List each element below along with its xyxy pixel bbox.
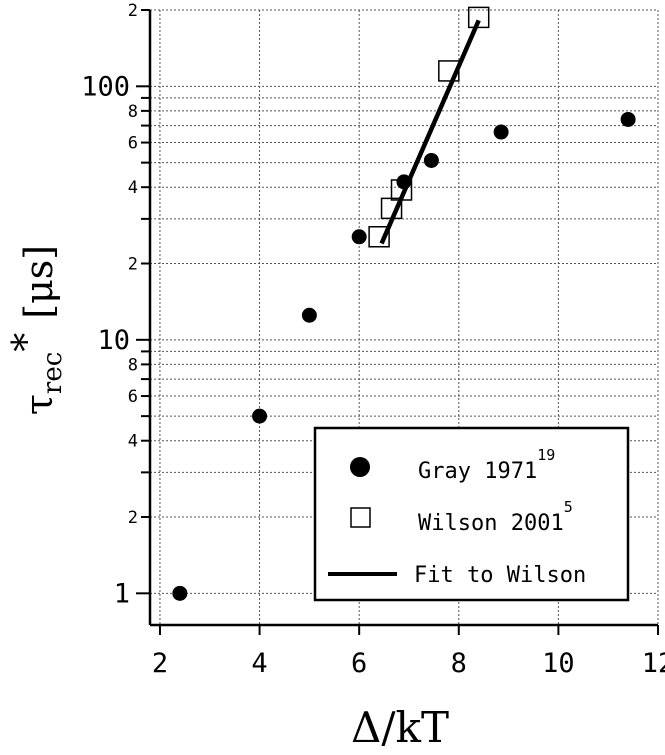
y-minor-tick-label: 8 (128, 102, 138, 122)
legend-label-wilson: Wilson 20015 (418, 498, 573, 536)
y-minor-tick-label: 6 (128, 387, 138, 407)
y-minor-tick-label: 6 (128, 134, 138, 154)
gray-point (620, 111, 636, 127)
gray-point (423, 152, 439, 168)
x-tick-label: 10 (542, 648, 575, 679)
y-minor-tick-label: 4 (128, 432, 138, 452)
legend-label-fit: Fit to Wilson (414, 563, 586, 588)
fit-line (379, 19, 481, 245)
y-minor-tick-label: 4 (128, 178, 138, 198)
x-tick-label: 2 (152, 648, 168, 679)
y-label-symbol: τ (17, 394, 61, 415)
legend-marker-wilson (350, 507, 371, 528)
y-major-tick-label: 100 (81, 71, 130, 102)
data-layer (172, 6, 636, 601)
x-tick-label: 6 (351, 648, 367, 679)
gray-point (252, 408, 268, 424)
y-major-tick-label: 10 (97, 325, 130, 356)
y-axis-label: τrec* [μs] (4, 245, 68, 415)
y-minor-tick-label: 2 (128, 1, 138, 21)
legend-marker-gray (350, 457, 370, 477)
wilson-point (467, 6, 490, 29)
y-minor-tick-label: 8 (128, 355, 138, 375)
legend-label-gray: Gray 197119 (418, 446, 555, 484)
gray-point (172, 585, 188, 601)
legend: Gray 197119 Wilson 20015 Fit to Wilson (313, 426, 630, 602)
svg-text:τrec*[μs]: τrec* [μs] (4, 245, 68, 415)
gray-point (301, 307, 317, 323)
x-tick-label: 8 (451, 648, 467, 679)
gray-point (351, 229, 367, 245)
y-minor-tick-label: 2 (128, 508, 138, 528)
x-tick-label: 12 (642, 648, 665, 679)
y-major-tick-label: 1 (114, 578, 130, 609)
y-label-unit: [μs] (17, 245, 61, 319)
y-label-star: * (4, 333, 48, 352)
x-axis-label: Δ/kT (351, 703, 449, 752)
axes-layer: 24681012110100246824682 (81, 1, 665, 679)
wilson-point (368, 226, 390, 248)
x-tick-label: 4 (251, 648, 267, 679)
gray-point (493, 124, 509, 140)
y-label-subscript: rec (38, 352, 68, 394)
y-minor-tick-label: 2 (128, 255, 138, 275)
